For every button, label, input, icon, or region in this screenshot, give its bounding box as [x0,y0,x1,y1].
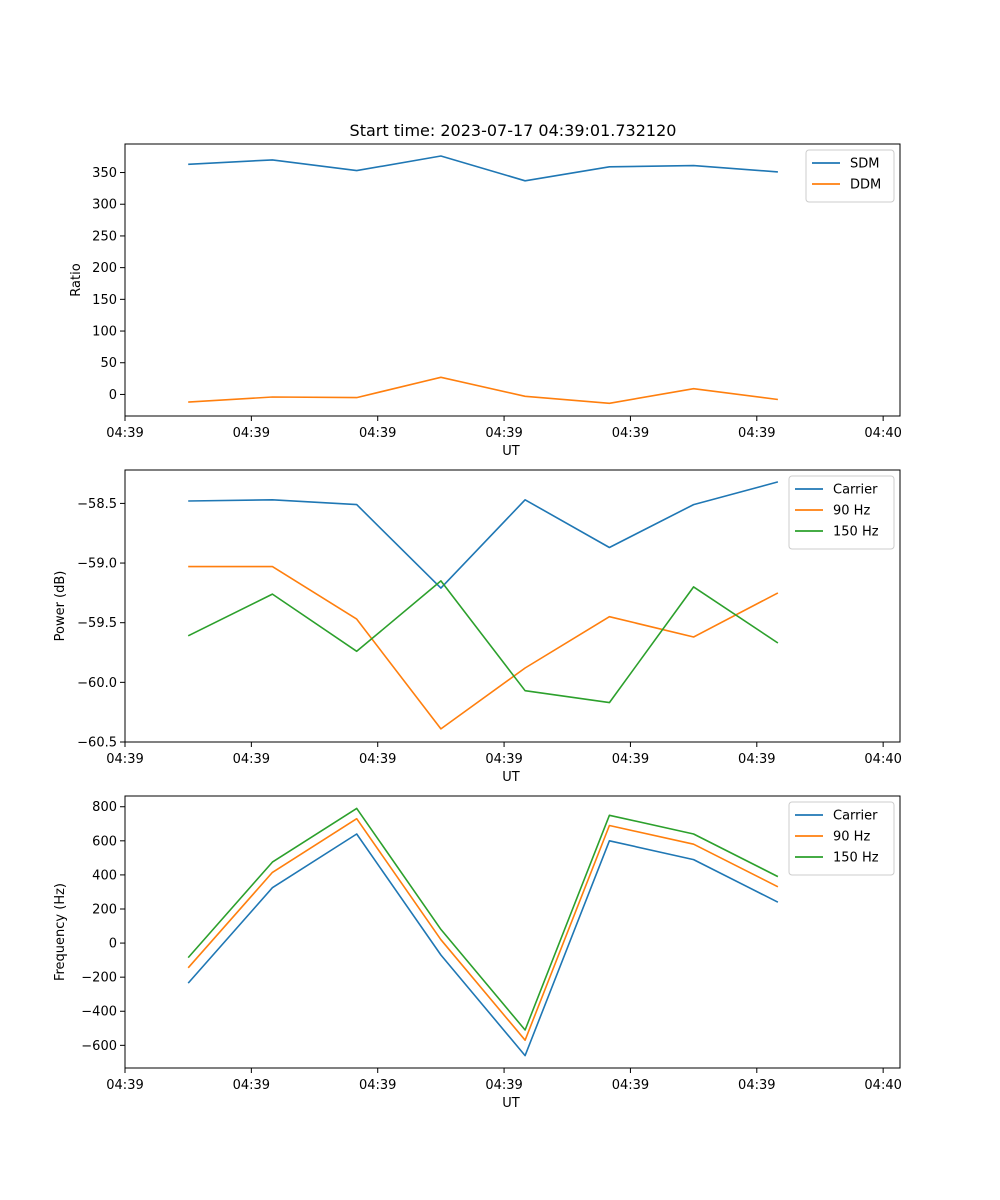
y-tick-label: −600 [81,1039,117,1054]
x-tick-label: 04:39 [485,426,522,441]
x-tick-label: 04:39 [233,1078,270,1093]
y-axis-label: Power (dB) [53,571,68,642]
y-tick-label: −58.5 [77,497,117,512]
legend: SDM DDM [805,149,895,203]
y-tick-label: 300 [92,198,117,213]
x-axis-label: UT [502,444,520,459]
legend-label: 150 Hz [833,851,879,866]
plot-frame [124,795,901,1069]
y-axis-label: Frequency (Hz) [53,883,68,981]
x-tick-label: 04:39 [106,1078,143,1093]
y-tick-label: 600 [92,834,117,849]
series-line-sdm [188,155,778,182]
y-tick-label: 250 [92,229,117,244]
x-tick-label: 04:40 [864,426,901,441]
y-tick-label: −400 [81,1005,117,1020]
legend: Carrier 90 Hz 150 Hz [788,801,895,876]
y-tick-label: 50 [100,356,117,371]
x-tick-label: 04:39 [106,426,143,441]
x-tick-label: 04:39 [612,752,649,767]
x-axis-label: UT [502,1096,520,1111]
y-tick-label: 0 [109,388,117,403]
x-tick-label: 04:39 [359,1078,396,1093]
x-tick-label: 04:39 [485,752,522,767]
x-tick-label: 04:39 [738,752,775,767]
y-tick-label: −59.5 [77,616,117,631]
x-tick-label: 04:39 [359,426,396,441]
charts-container: 04:39 04:39 04:39 04:39 04:39 04:39 04:40 0 50 10… [53,143,902,1111]
y-tick-label: 200 [92,902,117,917]
x-tick-label: 04:39 [612,426,649,441]
legend-label: DDM [850,178,881,193]
series-line-carrier [187,833,779,1057]
y-tick-label: 100 [92,325,117,340]
legend: Carrier 90 Hz 150 Hz [788,475,895,550]
plot-frame [124,469,901,743]
x-tick-label: 04:39 [485,1078,522,1093]
chart-panel-2: 04:39 04:39 04:39 04:39 04:39 04:39 04:40 −60.5… [53,469,902,785]
y-tick-label: 0 [109,937,117,952]
y-tick-label: 400 [92,868,117,883]
x-tick-label: 04:39 [359,752,396,767]
figure-title: Start time: 2023-07-17 04:39:01.732120 [350,121,677,140]
series-line-150-hz [187,807,779,1031]
chart-panel-3: 04:39 04:39 04:39 04:39 04:39 04:39 04:40 −600 −… [53,795,902,1111]
legend-label: 90 Hz [833,504,870,519]
y-tick-label: 150 [92,293,117,308]
plot-frame [124,143,901,417]
legend-label: 90 Hz [833,830,870,845]
series-line-90-hz [187,817,779,1041]
x-tick-label: 04:39 [233,426,270,441]
x-tick-label: 04:39 [106,752,143,767]
y-tick-label: 200 [92,261,117,276]
x-tick-label: 04:39 [233,752,270,767]
x-tick-label: 04:39 [738,426,775,441]
series-line-150-hz [187,580,779,704]
y-tick-label: −59.0 [77,557,117,572]
x-tick-label: 04:39 [738,1078,775,1093]
chart-panel-1: 04:39 04:39 04:39 04:39 04:39 04:39 04:40 0 50 10… [69,143,902,459]
x-tick-label: 04:39 [612,1078,649,1093]
y-axis-label: Ratio [69,263,84,296]
y-tick-label: 350 [92,166,117,181]
y-tick-label: −60.0 [77,676,117,691]
y-tick-label: −200 [81,971,117,986]
legend-label: 150 Hz [833,525,879,540]
legend-label: Carrier [833,483,878,498]
x-axis-label: UT [502,770,520,785]
y-tick-label: 800 [92,800,117,815]
x-tick-label: 04:40 [864,1078,901,1093]
series-line-90-hz [188,565,779,730]
legend-label: Carrier [833,809,878,824]
legend-label: SDM [850,157,879,172]
series-line-ddm [188,376,779,405]
series-line-carrier [188,481,779,589]
y-tick-label: −60.5 [77,736,117,751]
x-tick-label: 04:40 [864,752,901,767]
